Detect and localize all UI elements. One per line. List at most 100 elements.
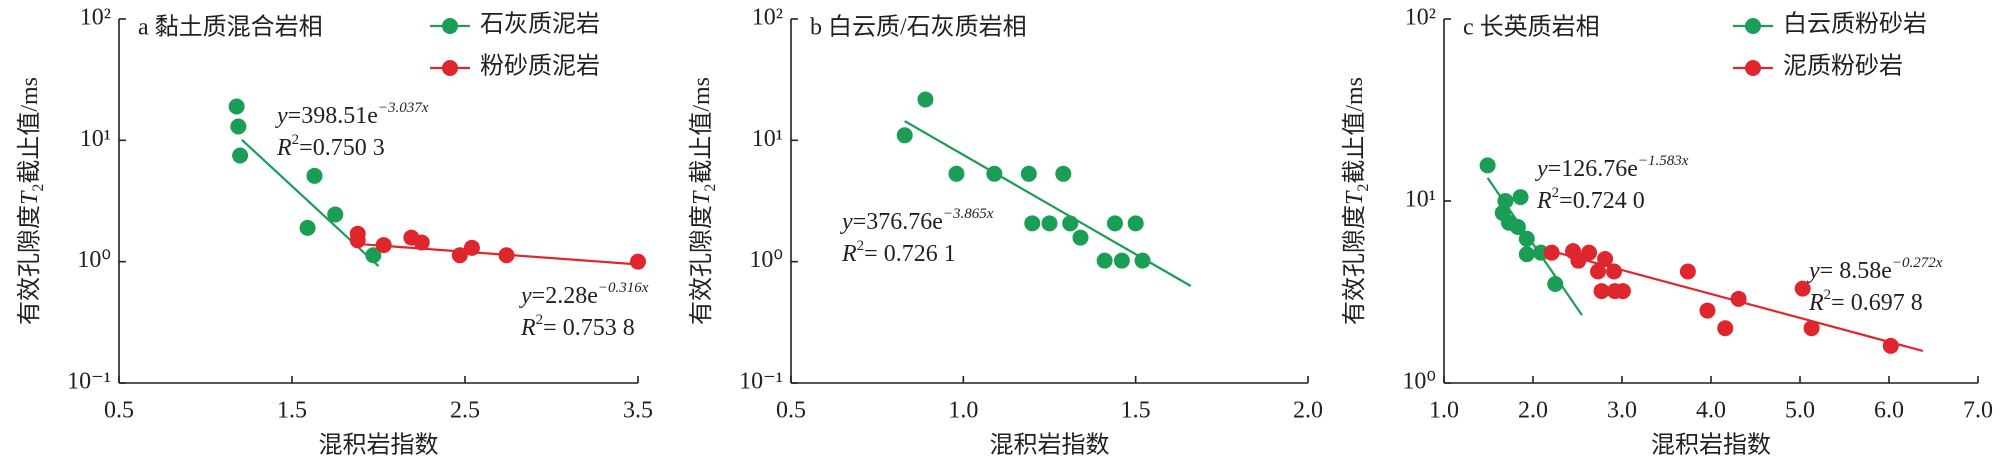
y-label-sub: 2 xyxy=(30,184,47,192)
x-tick-label: 3.5 xyxy=(623,398,653,424)
x-tick-label: 2.5 xyxy=(450,398,480,424)
fit-r2: R2=0.750 3 xyxy=(276,132,385,160)
x-axis-label: 混积岩指数 xyxy=(990,432,1110,459)
eq-var: y xyxy=(519,283,532,309)
y-label-text: 截止值/ms xyxy=(688,77,715,184)
point xyxy=(1055,165,1072,182)
x-tick-label: 1.5 xyxy=(1121,398,1151,424)
legend-label: 泥质粉砂岩 xyxy=(1783,53,1903,80)
fit-r2: R2= 0.697 8 xyxy=(1808,287,1923,315)
y-label-sub: 2 xyxy=(702,184,719,192)
panel-title: c 长英质岩相 xyxy=(1463,14,1600,41)
y-tick-label: 10⁰ xyxy=(77,247,111,273)
r2-var: R xyxy=(1536,188,1552,214)
point xyxy=(1518,246,1535,263)
point xyxy=(1605,263,1622,280)
eq-body: = 8.58e xyxy=(1820,258,1892,284)
point xyxy=(1730,290,1747,307)
panel: 1.0 2.0 3.0 4.0 5.0 6.0 7.0 10⁰ 10¹ 10² 混积岩指数 有效孔隙度… xyxy=(1341,5,1994,459)
y-label-text: 有效孔隙度 xyxy=(1341,205,1368,325)
x-tick-label: 4.0 xyxy=(1696,398,1726,424)
point xyxy=(630,253,646,270)
y-label-var: T xyxy=(17,190,43,205)
point xyxy=(1479,157,1496,174)
point xyxy=(232,147,249,164)
point xyxy=(1518,230,1535,247)
point xyxy=(299,219,316,236)
legend-marker xyxy=(442,60,458,76)
point xyxy=(498,247,515,264)
point xyxy=(1597,251,1614,268)
point xyxy=(1581,244,1598,261)
r2-var: R xyxy=(276,135,292,161)
y-label-text: 有效孔隙度 xyxy=(16,205,43,325)
panel-title: a 黏土质混合岩相 xyxy=(138,14,323,41)
r2-body: = 0.753 8 xyxy=(543,315,635,341)
eq-var: y xyxy=(275,103,288,129)
point xyxy=(1882,337,1899,354)
y-label-var: T xyxy=(689,190,715,205)
point xyxy=(230,118,247,135)
panel-title: b 白云质/石灰质岩相 xyxy=(810,14,1027,41)
r2-var: R xyxy=(520,315,536,341)
fit-line xyxy=(357,242,639,266)
point xyxy=(1041,215,1058,232)
r2-exp: 2 xyxy=(536,312,544,328)
point xyxy=(1543,244,1560,261)
y-tick-label: 10² xyxy=(752,5,783,31)
fit-equation: y=2.28e−0.316x xyxy=(519,280,649,308)
eq-body: =398.51e xyxy=(288,103,378,129)
eq-exponent: −3.037x xyxy=(378,100,429,116)
x-tick-label: 6.0 xyxy=(1874,398,1904,424)
fit-equation: y= 8.58e−0.272x xyxy=(1807,255,1943,283)
eq-exponent: −1.583x xyxy=(1638,153,1689,169)
x-tick-label: 2.0 xyxy=(1518,398,1548,424)
point xyxy=(1794,280,1811,297)
point xyxy=(986,165,1003,182)
fit-r2: R2= 0.753 8 xyxy=(520,312,635,340)
r2-body: =0.750 3 xyxy=(299,135,385,161)
point xyxy=(306,167,323,184)
point xyxy=(1803,320,1820,337)
y-tick-label: 10² xyxy=(80,5,111,31)
point xyxy=(1614,283,1631,300)
panel: 0.5 1.5 2.5 3.510⁻¹10⁰10¹10²混积岩指数有效孔隙度T2截止值… xyxy=(16,5,654,459)
y-axis-label: 有效孔隙度T2截止值/ms xyxy=(688,77,720,325)
point xyxy=(1062,215,1079,232)
point xyxy=(375,237,392,254)
point xyxy=(413,234,430,251)
point xyxy=(1589,263,1606,280)
legend-label: 粉砂质泥岩 xyxy=(480,53,600,80)
point xyxy=(1020,165,1037,182)
legend-marker xyxy=(1745,18,1761,34)
point xyxy=(1512,189,1529,206)
r2-body: = 0.697 8 xyxy=(1831,290,1923,316)
point xyxy=(1072,229,1089,246)
point xyxy=(896,127,913,144)
point xyxy=(327,206,344,223)
x-tick-label: 1.5 xyxy=(277,398,307,424)
r2-exp: 2 xyxy=(292,132,300,148)
point xyxy=(1717,320,1734,337)
point xyxy=(1024,215,1041,232)
point xyxy=(451,247,468,264)
point xyxy=(1497,193,1514,209)
point xyxy=(1679,263,1696,280)
y-tick-label: 10⁻¹ xyxy=(67,369,111,395)
legend-marker xyxy=(442,18,458,34)
r2-var: R xyxy=(841,241,857,267)
y-tick-label: 10⁻¹ xyxy=(739,369,783,395)
x-tick-label: 7.0 xyxy=(1963,398,1993,424)
y-label-text: 截止值/ms xyxy=(1341,77,1368,184)
point xyxy=(463,239,480,256)
fit-equation: y=126.76e−1.583x xyxy=(1535,153,1689,181)
point xyxy=(228,98,245,115)
y-tick-label: 10¹ xyxy=(80,126,111,152)
fit-equation: y=376.76e−3.865x xyxy=(840,206,994,234)
eq-body: =126.76e xyxy=(1548,156,1638,182)
r2-exp: 2 xyxy=(1552,185,1560,201)
y-axis-label: 有效孔隙度T2截止值/ms xyxy=(1341,77,1373,325)
x-tick-label: 3.0 xyxy=(1607,398,1637,424)
eq-exponent: −0.272x xyxy=(1892,255,1943,271)
eq-exponent: −0.316x xyxy=(598,280,649,296)
